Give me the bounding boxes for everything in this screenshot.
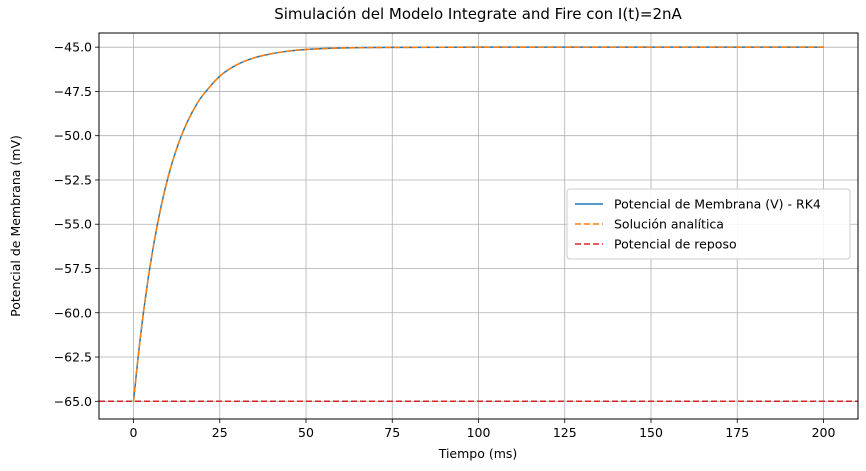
y-tick-label: −62.5 [54, 350, 92, 365]
legend: Potencial de Membrana (V) - RK4 Solución … [566, 188, 851, 260]
x-axis-label: Tiempo (ms) [438, 446, 518, 461]
y-tick-label: −60.0 [54, 305, 92, 320]
x-tick-label: 50 [298, 425, 314, 440]
y-tick-label: −47.5 [54, 84, 92, 99]
legend-label: Solución analítica [614, 217, 724, 232]
x-tick-label: 125 [553, 425, 577, 440]
series-analytic-line [132, 46, 824, 402]
y-axis-label: Potencial de Membrana (mV) [8, 135, 23, 317]
y-tick-label: −52.5 [54, 172, 92, 187]
y-tick-label: −65.0 [54, 394, 92, 409]
x-axis: 0 25 50 75 100 125 150 175 200 [130, 419, 836, 440]
chart-title: Simulación del Modelo Integrate and Fire… [274, 5, 682, 23]
x-tick-label: 75 [384, 425, 400, 440]
series-layer [99, 46, 858, 403]
y-tick-label: −50.0 [54, 128, 92, 143]
x-tick-label: 150 [639, 425, 663, 440]
x-tick-label: 0 [130, 425, 138, 440]
legend-box [566, 188, 851, 260]
x-tick-label: 200 [812, 425, 836, 440]
legend-label: Potencial de reposo [614, 237, 737, 252]
y-tick-label: −45.0 [54, 40, 92, 55]
x-tick-label: 175 [725, 425, 749, 440]
y-tick-label: −55.0 [54, 217, 92, 232]
legend-label: Potencial de Membrana (V) - RK4 [614, 197, 821, 212]
y-tick-label: −57.5 [54, 261, 92, 276]
x-tick-label: 25 [212, 425, 228, 440]
y-axis: −65.0 −62.5 −60.0 −57.5 −55.0 −52.5 −50.0 −47.5… [54, 40, 99, 409]
x-tick-label: 100 [467, 425, 491, 440]
